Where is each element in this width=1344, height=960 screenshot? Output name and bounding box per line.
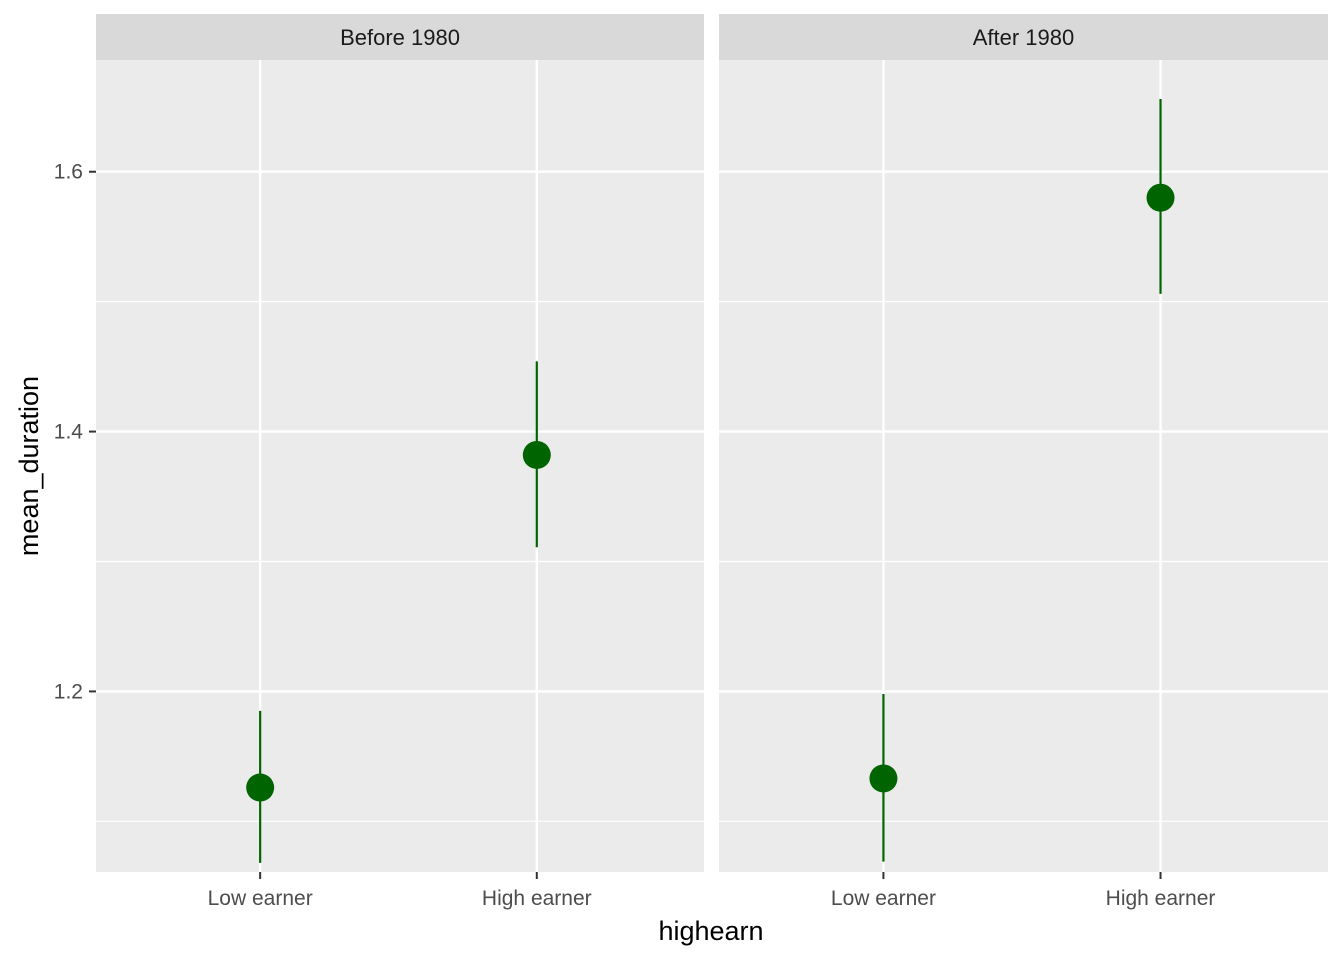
x-tick-label: High earner — [482, 887, 592, 910]
facet-panel-1: Before 1980 Low earner High earner — [96, 14, 704, 910]
facet-panel-2: After 1980 Low earner High earner — [719, 14, 1328, 910]
facet-strip — [719, 14, 1328, 60]
y-tick-label: 1.2 — [54, 680, 83, 703]
facet-strip-label: After 1980 — [973, 25, 1075, 50]
x-axis-title: highearn — [658, 916, 763, 946]
facet-strip — [96, 14, 704, 60]
facet-strip-label: Before 1980 — [340, 25, 460, 50]
data-point — [246, 773, 275, 802]
y-tick-label: 1.4 — [54, 421, 84, 444]
y-axis-title: mean_duration — [14, 376, 44, 556]
data-point — [869, 764, 898, 793]
x-tick-label: Low earner — [208, 887, 313, 910]
y-tick-label: 1.6 — [54, 161, 83, 184]
x-tick-label: Low earner — [831, 887, 936, 910]
x-tick-label: High earner — [1106, 887, 1216, 910]
y-axis: 1.2 1.4 1.6 — [54, 161, 96, 703]
panel-background — [719, 60, 1328, 872]
data-point — [1146, 183, 1175, 212]
panel-background — [96, 60, 704, 872]
data-point — [522, 440, 551, 469]
